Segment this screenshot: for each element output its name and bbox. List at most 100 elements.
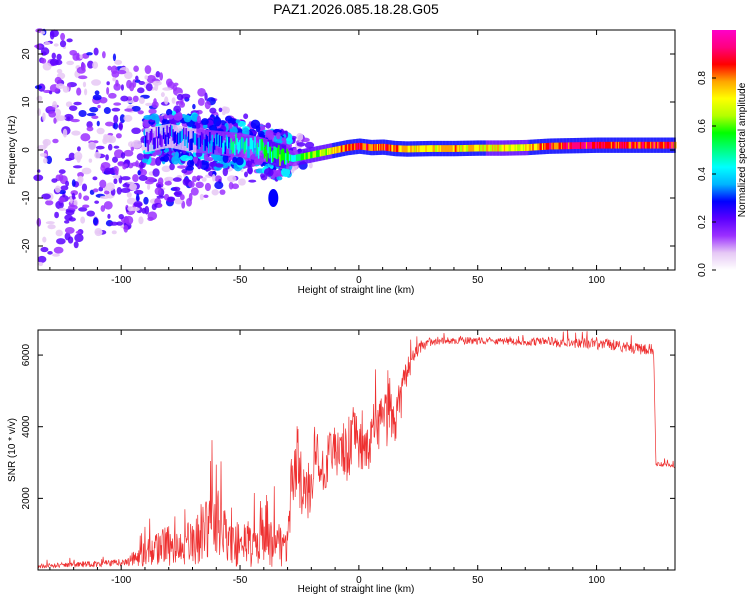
spectrogram-cell <box>493 144 495 152</box>
spectrogram-cell <box>41 193 51 200</box>
spectrogram-cell <box>480 144 482 152</box>
spectrogram-cell <box>393 145 395 152</box>
spectrogram-cell <box>102 51 106 59</box>
spectrogram-cell <box>95 230 103 235</box>
spectrogram-cell <box>357 142 360 150</box>
spectrogram-cell <box>157 203 163 208</box>
spectrogram-cell <box>457 145 460 152</box>
spectrogram-cell <box>585 142 588 149</box>
spectrogram-cell <box>501 144 503 152</box>
spectrogram-cell <box>244 140 247 153</box>
spectrogram-cell <box>550 142 552 150</box>
spectrogram-cell <box>245 160 253 167</box>
spectrogram-cell <box>72 165 83 169</box>
spectrogram-cell <box>103 201 113 210</box>
spectrogram-cell <box>557 142 559 150</box>
spectrogram-cell <box>45 200 54 206</box>
spectrogram-cell <box>71 130 81 136</box>
spectrogram-cell <box>247 166 253 175</box>
spectrogram-cell <box>217 134 219 147</box>
spectrogram-cell <box>486 144 488 152</box>
spectrogram-cell <box>452 145 455 152</box>
spectrogram-cell <box>254 136 256 149</box>
spectrogram-cell <box>488 144 490 152</box>
spectrogram-cell <box>497 144 500 152</box>
spectrogram-cell <box>131 139 142 149</box>
spectrogram-cell <box>472 144 475 152</box>
spectrogram-cell <box>120 187 131 193</box>
spectrogram-cell <box>58 197 66 203</box>
spectrogram-cell <box>58 169 66 174</box>
spectrogram-cell <box>284 152 286 165</box>
spectrogram-cell <box>144 135 147 147</box>
spectrogram-cell <box>46 106 56 110</box>
spectrogram-cell <box>348 144 350 151</box>
spectrogram-cell <box>137 87 145 94</box>
spectrogram-cell <box>449 145 451 152</box>
spectrogram-cell <box>319 149 322 157</box>
spectrogram-cell <box>620 141 622 149</box>
spectrogram-cell <box>138 216 144 225</box>
spectrogram-cell <box>263 167 274 177</box>
spectrogram-cell <box>250 137 253 150</box>
spectrogram-cell <box>546 142 549 150</box>
spectrogram-cell <box>78 75 88 80</box>
spectrogram-cell <box>270 151 273 164</box>
spectrogram-cell <box>281 148 284 161</box>
spectrogram-cell <box>587 142 589 149</box>
snr-frame <box>37 329 676 571</box>
spectrogram-cell <box>247 146 249 158</box>
spectrogram-cell <box>84 88 88 96</box>
spectrogram-cell <box>658 141 660 149</box>
spectrogram-cell <box>475 144 477 152</box>
spectrogram-cell <box>74 233 84 243</box>
spectrogram-cell <box>401 145 404 153</box>
spectrogram-cell <box>432 145 435 152</box>
spectrogram-cell <box>311 151 313 159</box>
spectrogram-cell <box>581 142 583 149</box>
spectrogram-cell <box>528 144 531 151</box>
spectrogram-cell <box>153 137 155 150</box>
spectrogram-cell <box>312 151 315 158</box>
spectrogram-cell <box>64 226 75 234</box>
spectrogram-cell <box>196 159 202 170</box>
spectrogram-cell <box>261 138 263 151</box>
spectrogram-cell <box>146 131 148 144</box>
spectrogram-cell <box>362 143 364 150</box>
spectrogram-cell <box>510 144 513 152</box>
spectrogram-cell <box>336 146 338 154</box>
spectrogram-cell <box>412 145 414 153</box>
spectrogram-x-tick-label: 50 <box>472 275 484 286</box>
spectrogram-cell <box>285 153 287 165</box>
spectrogram-cell <box>234 143 236 156</box>
spectrogram-cell <box>459 145 462 152</box>
spectrogram-cell <box>352 143 355 151</box>
spectrogram-cell <box>530 143 532 151</box>
spectrogram-cell <box>524 144 526 151</box>
spectrogram-cell <box>99 179 107 189</box>
spectrogram-cell <box>197 137 199 150</box>
spectrogram-cell <box>107 135 117 144</box>
spectrogram-cell <box>196 115 201 124</box>
spectrogram-cell <box>291 154 293 162</box>
spectrogram-cell <box>573 142 576 150</box>
spectrogram-cell <box>218 135 221 147</box>
spectrogram-cell <box>349 143 351 151</box>
spectrogram-cell <box>66 60 75 66</box>
spectrogram-cell <box>41 51 47 56</box>
spectrogram-cell <box>427 145 430 152</box>
spectrogram-cell <box>286 148 288 161</box>
spectrogram-cell <box>164 180 172 186</box>
spectrogram-cell <box>162 155 170 163</box>
spectrogram-cell <box>54 76 62 84</box>
spectrogram-cell <box>433 145 436 152</box>
spectrogram-cell <box>272 129 282 134</box>
spectrogram-cell <box>120 95 129 102</box>
spectrogram-cell <box>256 142 259 155</box>
spectrogram-cell <box>51 178 58 183</box>
spectrogram-cell <box>242 138 244 150</box>
spectrogram-cell <box>650 141 652 149</box>
spectrogram-cell <box>172 186 181 192</box>
spectrogram-cell <box>289 154 292 162</box>
spectrogram-cell <box>608 141 610 149</box>
